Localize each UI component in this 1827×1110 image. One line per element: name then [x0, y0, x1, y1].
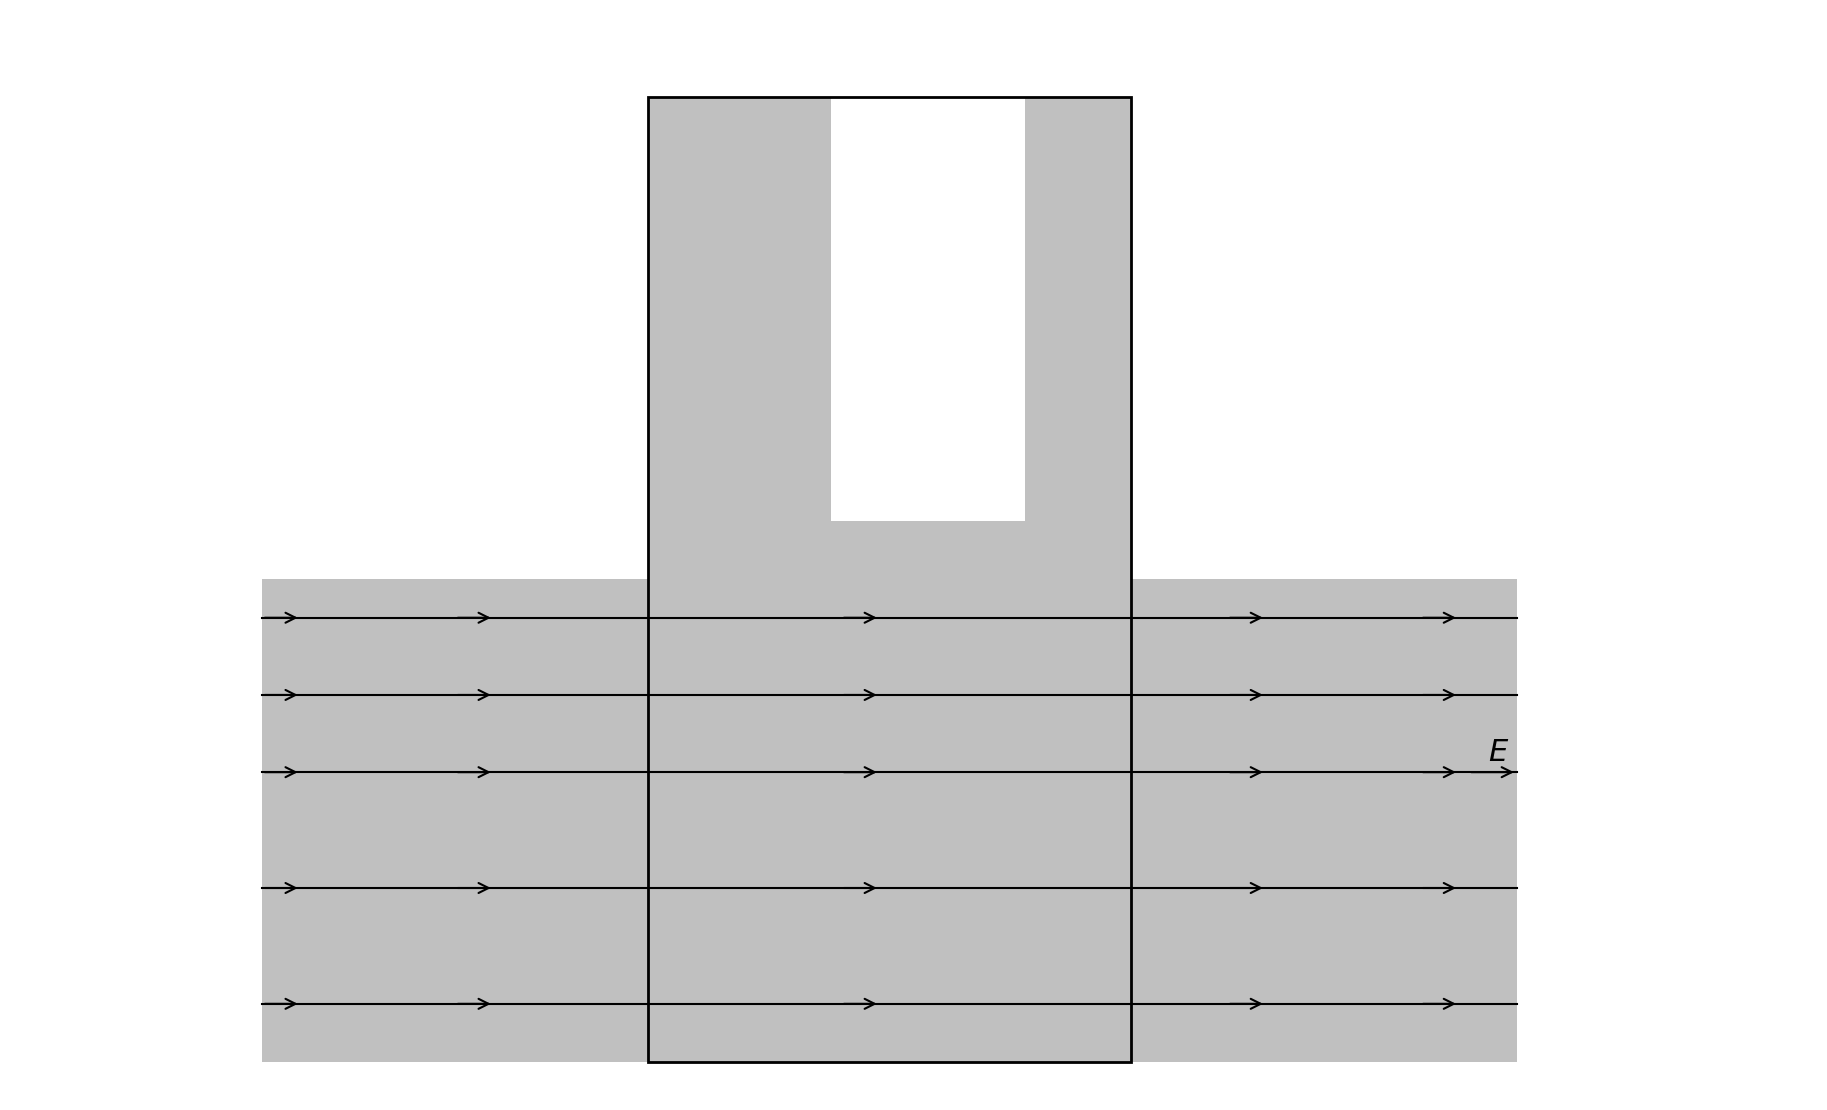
Polygon shape: [261, 579, 1516, 1062]
Polygon shape: [649, 97, 1131, 579]
Polygon shape: [831, 97, 1025, 522]
Text: E: E: [1487, 738, 1507, 767]
